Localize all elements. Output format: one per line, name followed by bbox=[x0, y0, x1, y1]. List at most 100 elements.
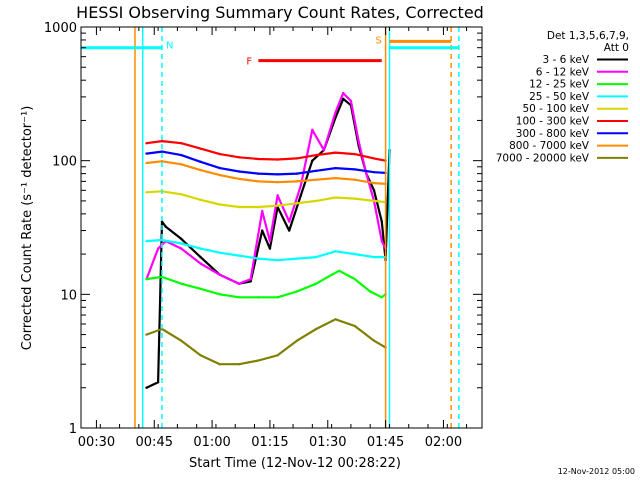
series-point bbox=[237, 156, 241, 159]
x-tick-label: 01:15 bbox=[251, 435, 288, 450]
series-point bbox=[180, 193, 183, 196]
series-point bbox=[145, 333, 148, 336]
series-point bbox=[357, 139, 360, 143]
series-point bbox=[145, 191, 148, 194]
y-axis-label: Corrected Count Rate (s⁻¹ detector⁻¹) bbox=[20, 106, 35, 351]
series-point bbox=[334, 196, 337, 199]
y-tick-label: 10 bbox=[60, 288, 77, 303]
series-point bbox=[295, 180, 299, 183]
series-point bbox=[145, 161, 148, 165]
series-point bbox=[180, 237, 183, 241]
y-axis: 1 10 100 1000 bbox=[44, 21, 482, 437]
legend-entry-label: 800 - 7000 keV bbox=[509, 140, 590, 152]
series-point bbox=[180, 142, 183, 145]
series-point bbox=[199, 287, 202, 291]
series-point bbox=[199, 160, 202, 164]
series-point bbox=[341, 91, 345, 95]
series-point bbox=[156, 381, 160, 384]
series-point bbox=[261, 229, 264, 232]
x-tick-label: 00:45 bbox=[136, 435, 173, 450]
series-point bbox=[249, 280, 252, 283]
series-point bbox=[334, 250, 337, 253]
series-point bbox=[322, 148, 326, 152]
series-point bbox=[156, 247, 160, 250]
series-point bbox=[276, 204, 279, 207]
series-point bbox=[268, 239, 272, 243]
series-point bbox=[288, 229, 291, 232]
series-point bbox=[372, 181, 376, 185]
series-point bbox=[180, 339, 183, 342]
series-point bbox=[276, 173, 279, 176]
series-point bbox=[199, 147, 202, 150]
x-tick-label: 01:30 bbox=[309, 435, 346, 450]
series-point bbox=[218, 363, 222, 366]
series-point bbox=[218, 293, 222, 296]
legend-entry-label: 3 - 6 keV bbox=[542, 54, 589, 66]
series-point bbox=[145, 277, 148, 281]
series-point bbox=[315, 169, 318, 172]
series-point bbox=[145, 142, 148, 145]
series-point bbox=[372, 255, 376, 259]
x-tick-label: 02:00 bbox=[425, 435, 462, 450]
night-label: N bbox=[166, 41, 173, 52]
series-point bbox=[218, 251, 222, 254]
series-point bbox=[257, 296, 260, 299]
series-point bbox=[268, 247, 272, 250]
series-point bbox=[295, 290, 299, 293]
series-point bbox=[199, 354, 202, 357]
legend-entry-label: 12 - 25 keV bbox=[529, 79, 590, 91]
series-point bbox=[276, 259, 279, 262]
series-point bbox=[218, 173, 222, 177]
series-point bbox=[160, 160, 164, 163]
legend-entry-label: 100 - 300 keV bbox=[516, 116, 590, 128]
y-tick-label: 1 bbox=[69, 422, 77, 437]
series-point bbox=[218, 203, 222, 206]
series-point bbox=[315, 255, 318, 259]
series-point bbox=[295, 339, 299, 342]
series-point bbox=[315, 178, 318, 181]
x-tick-label: 01:00 bbox=[193, 435, 230, 450]
x-axis: 00:30 00:45 01:00 01:15 01:30 01:45 02:00 bbox=[78, 27, 468, 450]
legend-entry-label: 25 - 50 keV bbox=[529, 91, 590, 103]
series-point bbox=[334, 151, 337, 154]
series-point bbox=[180, 163, 183, 166]
series-point bbox=[315, 282, 318, 285]
series-point bbox=[353, 168, 356, 171]
series-point bbox=[311, 159, 314, 162]
series-point bbox=[315, 153, 318, 157]
series-point bbox=[237, 363, 241, 366]
series-point bbox=[160, 150, 164, 153]
series-point bbox=[180, 282, 183, 285]
series-line-2 bbox=[146, 269, 387, 299]
series-point bbox=[353, 178, 356, 181]
series-point bbox=[257, 257, 260, 260]
legend-entry-label: 6 - 12 keV bbox=[536, 66, 590, 78]
series-point bbox=[353, 277, 356, 281]
series-point bbox=[276, 296, 279, 299]
series-point bbox=[372, 339, 376, 342]
series-point bbox=[257, 157, 260, 161]
series-line-5 bbox=[146, 140, 386, 162]
x-tick-label: 00:30 bbox=[78, 435, 115, 450]
series-point bbox=[257, 205, 260, 209]
x-tick-label: 01:45 bbox=[367, 435, 404, 450]
series-point bbox=[295, 157, 299, 160]
series-point bbox=[315, 327, 318, 331]
series-point bbox=[334, 318, 337, 321]
series-point bbox=[145, 239, 148, 243]
annotation-layer: N F S bbox=[81, 27, 460, 428]
series-point bbox=[372, 199, 376, 203]
series-point bbox=[261, 209, 264, 213]
series-line-4 bbox=[146, 190, 386, 209]
series-point bbox=[257, 180, 260, 183]
legend-header-line: Det 1,3,5,6,7,9, bbox=[547, 30, 629, 42]
series-point bbox=[237, 282, 241, 285]
series-point bbox=[334, 166, 337, 170]
series-point bbox=[199, 168, 202, 172]
series-point bbox=[380, 296, 383, 299]
series-point bbox=[276, 158, 279, 161]
series-point bbox=[237, 205, 241, 209]
y-tick-label: 1000 bbox=[44, 21, 77, 36]
